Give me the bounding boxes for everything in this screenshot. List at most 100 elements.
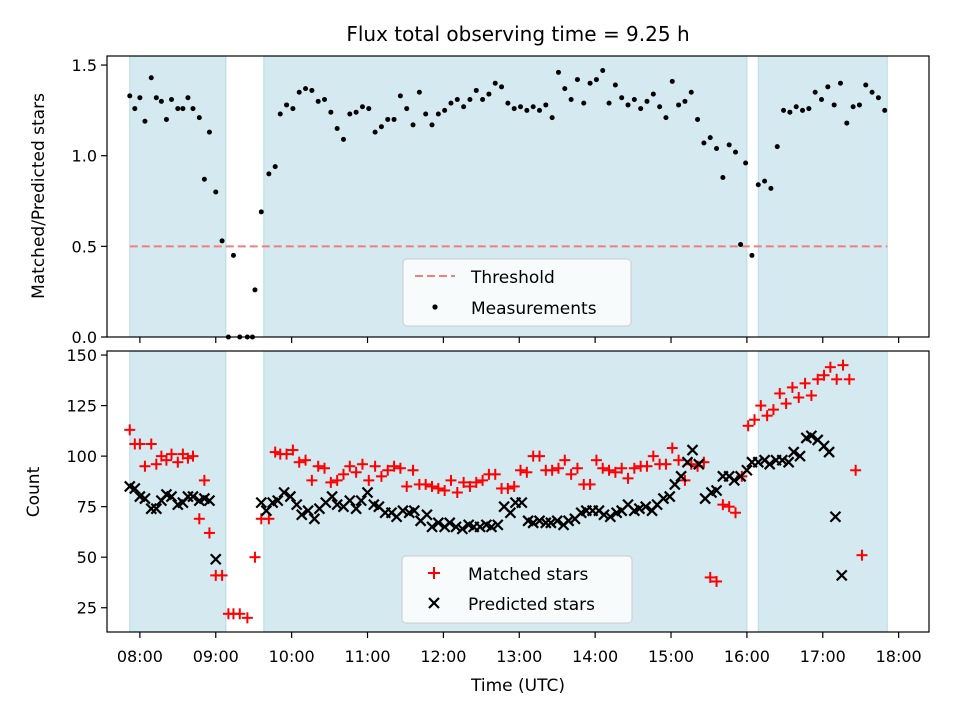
measurement-point bbox=[148, 75, 154, 81]
predicted-star-point bbox=[551, 515, 563, 527]
matched-star-point bbox=[281, 448, 293, 460]
predicted-star-point bbox=[681, 456, 694, 468]
matched-star-point bbox=[134, 438, 146, 450]
measurement-point bbox=[882, 107, 888, 113]
top-panel-ylabel: Matched/Predicted stars bbox=[29, 93, 49, 299]
measurement-point bbox=[454, 97, 460, 103]
matched-star-point bbox=[774, 387, 786, 399]
measurement-point bbox=[322, 97, 328, 103]
legend-matched-swatch bbox=[428, 567, 440, 579]
predicted-star-point bbox=[129, 482, 141, 495]
measurement-point bbox=[682, 98, 688, 104]
predicted-star-point bbox=[456, 523, 469, 535]
measurement-point bbox=[499, 84, 505, 90]
measurement-point bbox=[416, 89, 422, 95]
measurement-point bbox=[296, 89, 302, 95]
matched-star-point bbox=[293, 456, 305, 468]
matched-star-point bbox=[401, 480, 413, 492]
measurement-point bbox=[372, 129, 378, 135]
measurement-point bbox=[612, 82, 618, 88]
measurement-point bbox=[806, 106, 812, 112]
measurement-point bbox=[410, 122, 416, 128]
measurement-point bbox=[714, 145, 720, 151]
measurement-point bbox=[347, 111, 353, 117]
matched-star-point bbox=[489, 468, 501, 480]
measurement-points bbox=[127, 68, 888, 340]
matched-star-point bbox=[187, 450, 199, 462]
matched-star-point bbox=[717, 499, 729, 511]
x-tick-label: 09:00 bbox=[193, 647, 239, 666]
measurement-point bbox=[328, 109, 334, 115]
measurement-point bbox=[762, 178, 768, 184]
matched-star-point bbox=[124, 424, 136, 436]
measurement-point bbox=[404, 106, 410, 112]
measurement-point bbox=[726, 142, 732, 148]
matched-star-point bbox=[216, 569, 228, 581]
matched-star-point bbox=[363, 474, 375, 486]
measurement-point bbox=[158, 98, 164, 104]
matched-star-point bbox=[193, 513, 205, 525]
matched-star-point bbox=[603, 464, 615, 476]
matched-star-point bbox=[786, 381, 798, 393]
bottom-legend: Matched stars Predicted stars bbox=[401, 555, 633, 624]
predicted-star-point bbox=[331, 498, 343, 511]
predicted-star-point bbox=[182, 490, 194, 503]
shaded-interval bbox=[129, 55, 227, 338]
y-tick-label: 75 bbox=[77, 498, 97, 517]
predicted-star-point bbox=[823, 446, 835, 458]
predicted-star-point bbox=[408, 504, 421, 517]
measurement-point bbox=[720, 174, 726, 180]
matched-star-point bbox=[685, 458, 697, 470]
predicted-star-point bbox=[728, 474, 741, 487]
x-axis-label: Time (UTC) bbox=[470, 676, 565, 696]
bottom-panel: 25 50 75 100 125 150 08:00 09:00 10:00 11:00 12:0… bbox=[24, 346, 930, 696]
measurement-point bbox=[562, 86, 568, 92]
measurement-point bbox=[137, 95, 143, 101]
measurement-point bbox=[448, 100, 454, 106]
measurement-point bbox=[391, 116, 397, 122]
matched-star-point bbox=[172, 456, 184, 468]
shaded-interval bbox=[129, 350, 227, 633]
measurement-point bbox=[793, 104, 799, 110]
matched-star-point bbox=[394, 462, 406, 474]
matched-star-point bbox=[850, 464, 862, 476]
bottom-legend-box bbox=[401, 555, 633, 624]
predicted-star-point bbox=[150, 502, 163, 515]
measurement-point bbox=[812, 89, 818, 95]
matched-star-point bbox=[805, 389, 817, 401]
matched-star-point bbox=[382, 464, 394, 476]
measurement-point bbox=[303, 86, 309, 92]
measurement-point bbox=[505, 100, 511, 106]
measurement-point bbox=[252, 287, 258, 293]
predicted-star-point bbox=[604, 510, 617, 523]
measurement-point bbox=[863, 82, 869, 88]
top-legend-box bbox=[402, 258, 632, 327]
matched-star-point bbox=[673, 454, 685, 466]
measurement-point bbox=[688, 89, 694, 95]
matched-star-point bbox=[426, 480, 438, 492]
bottom-panel-ylabel: Count bbox=[24, 466, 44, 517]
legend-measurements-label: Measurements bbox=[471, 299, 597, 319]
x-tick-label: 18:00 bbox=[876, 647, 922, 666]
measurement-point bbox=[733, 149, 739, 155]
measurement-point bbox=[442, 107, 448, 113]
matched-star-point bbox=[337, 468, 349, 480]
matched-star-point bbox=[515, 464, 527, 476]
matched-star-point bbox=[780, 398, 792, 410]
matched-star-point bbox=[306, 474, 318, 486]
predicted-star-point bbox=[805, 430, 818, 442]
measurement-point bbox=[707, 135, 713, 141]
matched-star-point bbox=[203, 527, 215, 539]
predicted-star-point bbox=[187, 490, 199, 503]
matched-star-point bbox=[356, 458, 368, 470]
bottom-panel-x-ticks: 08:00 09:00 10:00 11:00 12:00 13:00 14:00 15:00… bbox=[117, 632, 922, 666]
matched-star-point bbox=[182, 452, 194, 464]
predicted-star-point bbox=[787, 446, 800, 458]
measurement-point bbox=[359, 104, 365, 110]
measurement-point bbox=[850, 104, 856, 110]
predicted-star-point bbox=[450, 521, 462, 533]
measurement-point bbox=[543, 102, 549, 108]
matched-star-point bbox=[837, 359, 849, 371]
measurement-point bbox=[587, 80, 593, 86]
y-tick-label: 0.5 bbox=[72, 237, 97, 256]
